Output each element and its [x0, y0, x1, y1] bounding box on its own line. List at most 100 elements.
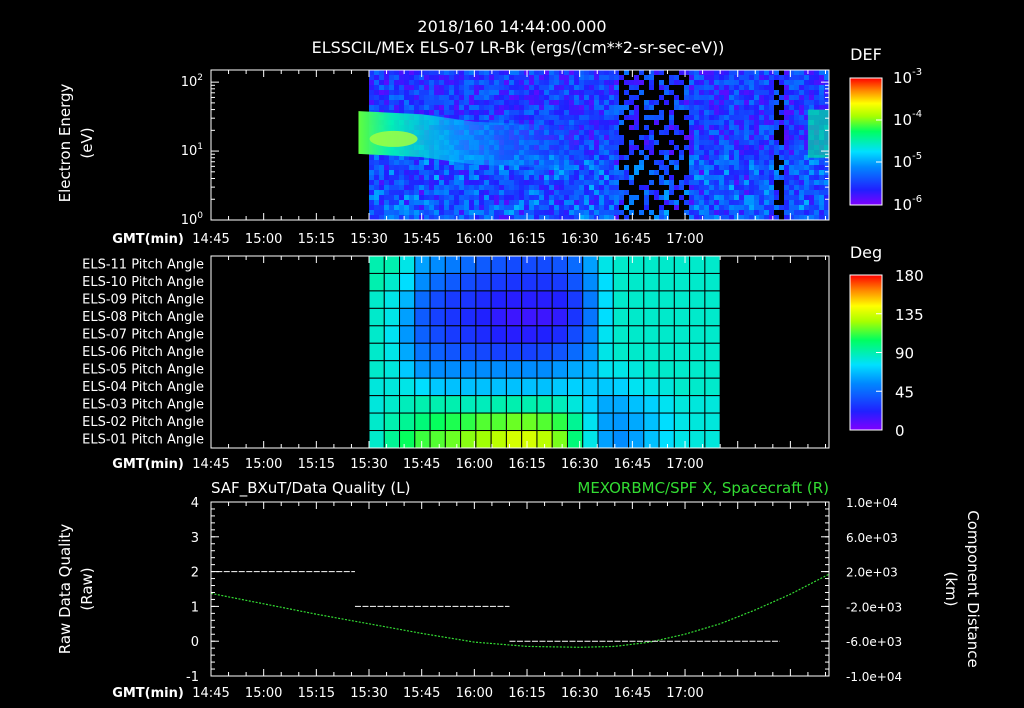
spectrogram-pixel [419, 90, 424, 95]
spectrogram-pixel [389, 205, 394, 210]
spectrogram-pixel [764, 155, 769, 160]
spectrogram-pixel [754, 185, 759, 190]
spectrogram-pixel [449, 115, 454, 120]
spectrogram-pixel [409, 160, 414, 165]
spectrogram-pixel [504, 80, 509, 85]
spectrogram-pixel [429, 170, 434, 175]
pitch-angle-cell [689, 342, 706, 362]
spectrogram-pixel [749, 80, 754, 85]
time-axis-label: GMT(min) [112, 232, 184, 247]
spectrogram-pixel [429, 175, 434, 180]
spectrogram-pixel [769, 140, 774, 145]
spectrogram-pixel [714, 145, 719, 150]
pitch-angle-cell [582, 290, 599, 309]
spectrogram-pixel [724, 105, 729, 110]
spectrogram-pixel [599, 190, 604, 195]
spectrogram-pixel [664, 85, 669, 90]
spectrogram-pixel [759, 165, 764, 170]
spectrogram-pixel [719, 200, 724, 205]
spectrogram-pixel [479, 115, 484, 120]
spectrogram-pixel [704, 160, 709, 165]
spectrogram-pixel [464, 85, 469, 90]
spectrogram-pixel [369, 170, 374, 175]
spectrogram-pixel [599, 75, 604, 80]
spectrogram-pixel [649, 190, 654, 195]
time-tick-label: 15:30 [350, 232, 387, 247]
spectrogram-pixel [784, 140, 789, 145]
pitch-angle-cell [429, 395, 446, 414]
spectrogram-pixel [469, 200, 474, 205]
spectrogram-pixel [594, 70, 599, 75]
spectrogram-pixel [654, 160, 659, 165]
spectrogram-pixel [499, 195, 504, 200]
pitch-angle-cell [368, 290, 385, 309]
spectrogram-pixel [809, 200, 814, 205]
spectrogram-pixel [499, 105, 504, 110]
spectrogram-pixel [534, 70, 539, 75]
spectrogram-pixel [464, 95, 469, 100]
spectrogram-colorbar-title: DEF [850, 45, 882, 64]
spectrogram-pixel [394, 80, 399, 85]
spectrogram-pixel [814, 85, 819, 90]
pitch-angle-cell [704, 290, 721, 309]
spectrogram-pixel [809, 175, 814, 180]
pitch-angle-cell [658, 377, 675, 397]
spectrogram-pixel [429, 210, 434, 215]
spectrogram-pixel [754, 200, 759, 205]
spectrogram-pixel [594, 80, 599, 85]
spectrogram-pixel [769, 135, 774, 140]
spectrogram-pixel [589, 150, 594, 155]
spectrogram-pixel [479, 190, 484, 195]
spectrogram-pixel [469, 75, 474, 80]
spectrogram-pixel [609, 130, 614, 135]
spectrogram-pixel [379, 80, 384, 85]
spectrogram-pixel [554, 200, 559, 205]
pitch-angle-cell [399, 430, 416, 449]
time-tick-label: 15:30 [350, 686, 387, 701]
pitch-angle-cell [612, 395, 630, 414]
spectrogram-pixel [809, 205, 814, 210]
spectrogram-pixel [574, 110, 579, 115]
spectrogram-pixel [694, 215, 699, 220]
spectrogram-pixel [739, 115, 744, 120]
spectrogram-pixel [689, 210, 694, 215]
spectrogram-pixel [584, 205, 589, 210]
spectrogram-pixel [779, 165, 784, 170]
spectrogram-pixel [609, 115, 614, 120]
spectrogram-pixel [589, 210, 594, 215]
spectrogram-pixel [434, 200, 439, 205]
spectrogram-pixel [744, 160, 749, 165]
spectrogram-pixel [729, 70, 734, 75]
spectrogram-pixel [694, 130, 699, 135]
spectrogram-pixel [804, 165, 809, 170]
pitch-angle-cell [521, 290, 538, 309]
spectrogram-pixel [494, 90, 499, 95]
spectrogram-pixel [524, 110, 529, 115]
spectrogram-pixel [454, 185, 459, 190]
spectrogram-pixel [764, 180, 769, 185]
spectrogram-pixel [649, 135, 654, 140]
spectrogram-pixel [739, 145, 744, 150]
spectrogram-pixel [579, 165, 584, 170]
spectrogram-pixel [794, 75, 799, 80]
pitch-angle-cell [475, 412, 492, 432]
spectrogram-pixel [799, 70, 804, 75]
pitch-angle-cell [689, 412, 706, 432]
spectrogram-pixel [574, 75, 579, 80]
spectrogram-pixel [499, 205, 504, 210]
spectrogram-pixel [654, 215, 659, 220]
spectrogram-pixel [569, 110, 574, 115]
spectrogram-pixel [604, 190, 609, 195]
spectrogram-pixel [549, 215, 554, 220]
pitch-angle-cell [521, 342, 538, 362]
pitch-angle-cell [566, 307, 584, 327]
spectrogram-pixel [459, 115, 464, 120]
spectrogram-pixel [749, 160, 754, 165]
spectrogram-pixel [464, 115, 469, 120]
spectrogram-pixel [669, 80, 674, 85]
spectrogram-pixel [604, 145, 609, 150]
spectrogram-pixel [764, 135, 769, 140]
spectrogram-pixel [734, 90, 739, 95]
spectrogram-pixel [659, 150, 664, 155]
spectrogram-pixel [419, 200, 424, 205]
